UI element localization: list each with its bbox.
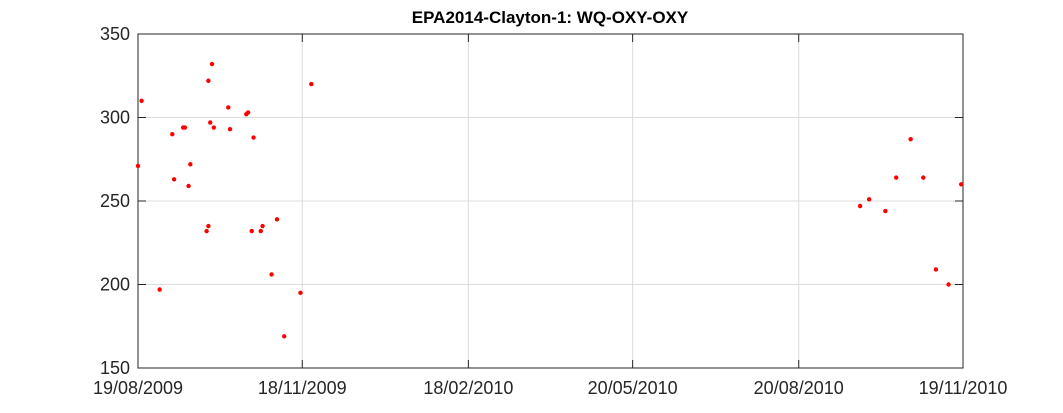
data-point [866,197,872,202]
data-point [245,110,251,115]
data-point [182,125,188,130]
data-point [298,290,303,296]
y-tick-label: 200 [100,275,130,295]
data-point [946,282,951,287]
x-tick-label: 20/05/2010 [588,378,678,398]
data-point [958,182,964,187]
data-point [170,132,175,137]
x-tick-label: 18/11/2009 [258,378,347,398]
x-tick-label: 18/02/2010 [423,378,513,398]
data-point [933,267,939,272]
data-point [857,203,863,209]
grid [138,34,963,368]
data-point [206,78,211,83]
data-point [309,81,314,87]
data-points [135,61,964,339]
data-point [139,98,144,104]
data-point [251,135,256,140]
data-point [171,177,177,182]
data-point [260,223,265,229]
data-point [894,175,899,180]
data-point [206,223,211,229]
data-point [204,228,209,234]
y-tick-label: 350 [100,24,130,44]
y-tick-label: 250 [100,191,130,211]
data-point [157,287,162,292]
data-point [258,228,263,234]
x-tick-label: 19/08/2009 [93,378,183,398]
data-point [211,125,217,130]
y-axis-tick-labels: 150 200 250 300 350 [100,24,130,378]
data-point [921,175,926,180]
data-point [209,61,215,67]
y-tick-label: 150 [100,358,130,378]
data-point [282,334,287,339]
axis-ticks [137,33,964,369]
data-point [227,126,233,132]
data-point [188,162,193,167]
data-point [249,228,254,234]
data-point [135,163,141,169]
data-point [883,208,888,214]
data-point [269,272,274,277]
data-point [908,137,913,142]
chart-title: EPA2014-Clayton-1: WQ-OXY-OXY [412,8,689,27]
data-point [208,120,213,125]
x-tick-label: 19/11/2010 [919,378,1008,398]
x-axis-tick-labels: 19/08/2009 18/11/2009 18/02/2010 20/05/2010… [93,378,1007,398]
y-tick-label: 300 [100,108,130,128]
x-tick-label: 20/08/2010 [754,378,844,398]
data-point [186,183,191,189]
data-point [226,105,231,110]
data-point [274,217,280,222]
